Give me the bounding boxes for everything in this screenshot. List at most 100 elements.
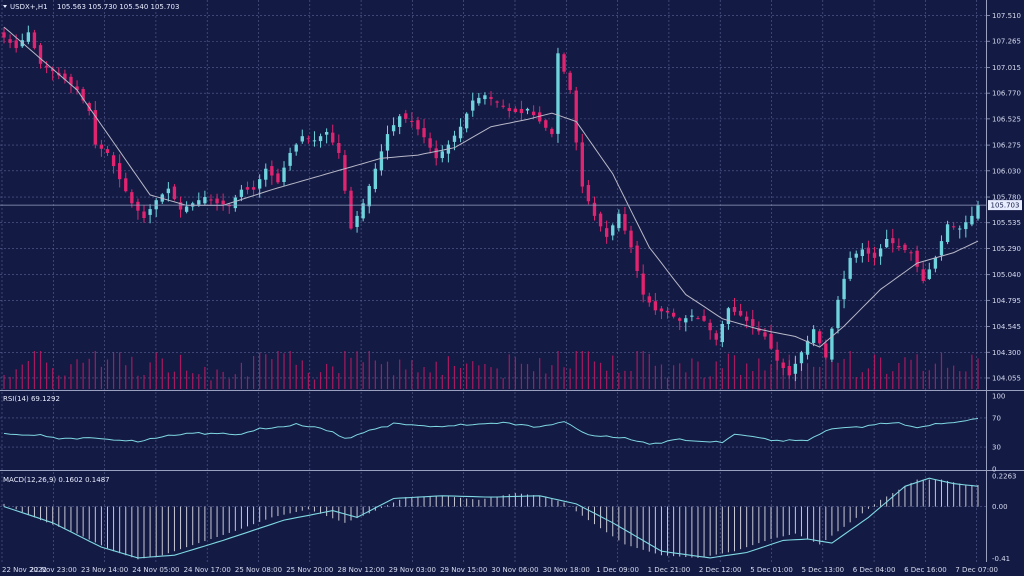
candle[interactable] [410,112,414,128]
candle[interactable] [811,325,816,347]
candlesticks[interactable] [2,25,980,382]
candle[interactable] [976,200,980,221]
candle[interactable] [720,320,724,348]
candle[interactable] [130,189,134,208]
candle[interactable] [878,244,883,265]
candle[interactable] [294,143,298,156]
candle[interactable] [818,329,822,346]
candle[interactable] [787,360,791,379]
candle[interactable] [568,70,572,94]
candle[interactable] [891,228,895,253]
candle[interactable] [738,303,743,317]
candle[interactable] [793,355,798,382]
candle[interactable] [550,127,554,138]
candle[interactable] [854,250,858,263]
candle[interactable] [574,86,578,151]
candle[interactable] [921,262,925,284]
candle[interactable] [860,243,865,263]
candle[interactable] [696,315,700,320]
candle[interactable] [318,133,323,148]
candle[interactable] [751,309,755,335]
candle[interactable] [215,193,219,211]
candle[interactable] [964,215,968,238]
candle[interactable] [885,229,889,249]
candle[interactable] [355,211,359,233]
candle[interactable] [142,205,146,223]
candle[interactable] [8,34,12,49]
candle[interactable] [391,117,396,136]
candle[interactable] [221,193,225,211]
candle[interactable] [105,145,110,157]
candle[interactable] [32,29,37,50]
candle[interactable] [629,225,633,254]
candle[interactable] [848,251,852,282]
candle[interactable] [166,182,171,202]
candle[interactable] [440,145,444,163]
candle[interactable] [434,140,438,166]
candle[interactable] [775,341,779,370]
candle[interactable] [562,52,566,74]
candle[interactable] [799,350,804,371]
candle[interactable] [659,306,664,320]
candle[interactable] [117,154,122,188]
candle[interactable] [647,292,651,307]
candle[interactable] [671,308,676,319]
candle[interactable] [842,270,846,309]
candle[interactable] [513,106,518,114]
candle[interactable] [556,47,560,143]
candle[interactable] [300,129,304,144]
candle[interactable] [909,250,913,261]
candle[interactable] [951,221,956,230]
candle[interactable] [690,309,694,322]
candle[interactable] [958,225,962,239]
candle[interactable] [830,327,834,362]
candle[interactable] [489,91,493,106]
candle[interactable] [866,240,871,263]
candle[interactable] [665,306,670,319]
candle[interactable] [897,238,901,251]
candle[interactable] [623,206,627,235]
candle[interactable] [343,149,347,194]
candle[interactable] [172,184,177,201]
candle[interactable] [404,109,408,123]
candle[interactable] [519,100,524,121]
candle[interactable] [872,246,877,266]
candle[interactable] [349,186,353,230]
candle[interactable] [312,131,317,147]
candle[interactable] [836,296,840,334]
candle[interactable] [452,130,457,151]
candle[interactable] [184,201,189,214]
candle[interactable] [678,317,682,331]
candle[interactable] [324,128,329,144]
candle[interactable] [769,324,773,350]
candle[interactable] [99,139,104,157]
candle[interactable] [824,339,828,360]
candle[interactable] [927,262,931,281]
candle[interactable] [38,43,43,69]
candle[interactable] [592,196,597,221]
candle[interactable] [373,163,378,193]
candle[interactable] [367,183,371,214]
candle[interactable] [714,330,718,346]
candle[interactable] [26,25,31,45]
candle[interactable] [136,198,140,220]
candle[interactable] [385,125,390,160]
candle[interactable] [903,242,907,253]
candle[interactable] [63,69,67,84]
candle[interactable] [970,206,974,227]
candle[interactable] [726,306,731,330]
candle[interactable] [464,112,469,133]
candle[interactable] [611,223,615,241]
candle[interactable] [422,118,426,144]
candle[interactable] [2,27,6,44]
candle[interactable] [69,73,73,94]
candle[interactable] [495,100,499,108]
candle[interactable] [81,86,85,104]
candle[interactable] [507,103,511,118]
candle[interactable] [732,297,737,316]
candle[interactable] [702,309,706,322]
candle[interactable] [708,319,712,340]
candle[interactable] [544,119,548,131]
candle[interactable] [598,211,603,232]
candle[interactable] [233,194,237,212]
